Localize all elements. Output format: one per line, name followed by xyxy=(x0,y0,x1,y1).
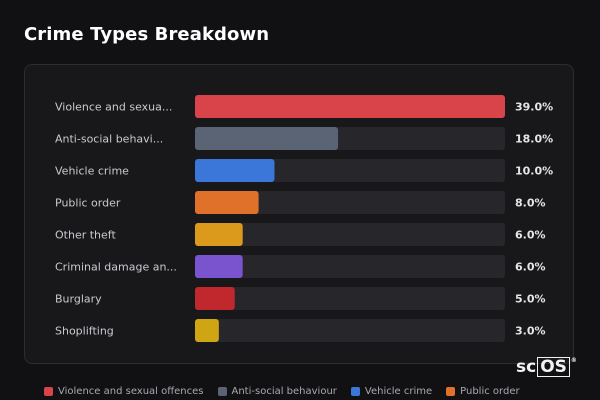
bar-row: Shoplifting 3.0% xyxy=(55,319,546,342)
value-label: 10.0% xyxy=(515,165,553,178)
bar-chart: Violence and sexua... 39.0% Anti-social be… xyxy=(55,95,553,342)
category-label: Burglary xyxy=(55,293,102,306)
legend-label: Public order xyxy=(460,386,520,397)
legend-item[interactable]: Vehicle crime xyxy=(350,386,433,397)
value-label: 8.0% xyxy=(515,197,546,210)
value-label: 3.0% xyxy=(515,325,546,338)
bar-track xyxy=(195,255,505,278)
legend-item[interactable]: Violence and sexual offences xyxy=(44,386,204,397)
category-label: Anti-social behavi... xyxy=(55,133,163,146)
category-label: Vehicle crime xyxy=(55,165,129,178)
legend-label: Violence and sexual offences xyxy=(58,386,204,397)
logo-mark: ® xyxy=(570,357,577,364)
bar-row: Anti-social behavi... 18.0% xyxy=(55,127,553,150)
legend-item[interactable]: Public order xyxy=(446,386,520,397)
value-label: 5.0% xyxy=(515,293,546,306)
bar[interactable] xyxy=(195,223,243,246)
value-label: 6.0% xyxy=(515,261,546,274)
bar-row: Burglary 5.0% xyxy=(55,287,546,310)
bar[interactable] xyxy=(195,255,243,278)
legend-label: Vehicle crime xyxy=(364,386,433,397)
legend-swatch xyxy=(350,387,360,396)
bar[interactable] xyxy=(195,159,275,182)
bar-row: Vehicle crime 10.0% xyxy=(55,159,553,182)
bar-track xyxy=(195,319,505,342)
bar[interactable] xyxy=(195,319,219,342)
bar[interactable] xyxy=(195,191,259,214)
bar[interactable] xyxy=(195,95,505,118)
legend-swatch xyxy=(44,387,53,396)
value-label: 18.0% xyxy=(515,133,553,146)
legend-label: Anti-social behaviour xyxy=(231,386,337,397)
category-label: Criminal damage an... xyxy=(55,261,177,274)
logo-prefix: sc xyxy=(516,357,537,377)
category-label: Shoplifting xyxy=(55,325,114,338)
bar-row: Other theft 6.0% xyxy=(55,223,546,246)
chart-title: Crime Types Breakdown xyxy=(24,24,270,45)
category-label: Violence and sexua... xyxy=(55,101,172,114)
bar-row: Criminal damage an... 6.0% xyxy=(55,255,546,278)
legend-swatch xyxy=(446,387,456,396)
scos-logo: sc OS ® xyxy=(516,357,577,377)
value-label: 39.0% xyxy=(515,101,553,114)
chart-panel: Violence and sexua... 39.0% Anti-social be… xyxy=(24,64,574,364)
category-label: Public order xyxy=(55,197,121,210)
bar-row: Violence and sexua... 39.0% xyxy=(55,95,553,118)
legend-item[interactable]: Anti-social behaviour xyxy=(217,386,337,397)
bar[interactable] xyxy=(195,287,235,310)
logo-boxed: OS xyxy=(537,357,570,377)
legend-swatch xyxy=(217,387,227,396)
bar[interactable] xyxy=(195,127,339,150)
bar-track xyxy=(195,223,505,246)
value-label: 6.0% xyxy=(515,229,546,242)
bar-row: Public order 8.0% xyxy=(55,191,546,214)
chart-legend: Violence and sexual offences Anti-social … xyxy=(44,386,520,397)
category-label: Other theft xyxy=(55,229,116,242)
bar-track xyxy=(195,191,505,214)
bar-track xyxy=(195,287,505,310)
